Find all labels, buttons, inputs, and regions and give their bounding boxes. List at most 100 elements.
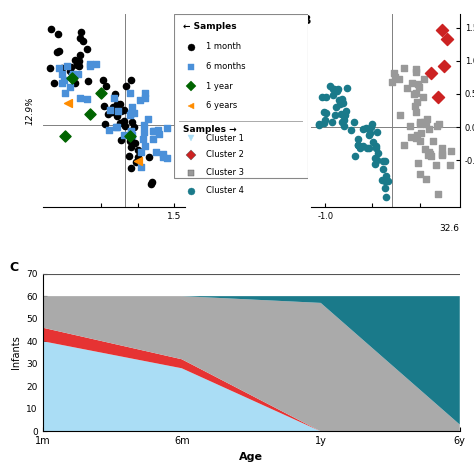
- Point: [140, 121, 147, 129]
- Point: [356, 144, 364, 152]
- Point: [137, 96, 144, 104]
- Point: [338, 95, 346, 102]
- Point: [47, 26, 55, 33]
- Point: [134, 154, 142, 161]
- Point: [374, 149, 382, 156]
- Point: [137, 163, 145, 171]
- Y-axis label: Infants: Infants: [11, 336, 21, 369]
- Point: [422, 120, 430, 128]
- Point: [160, 153, 167, 160]
- Point: [92, 60, 100, 68]
- Text: 12.9%: 12.9%: [26, 96, 35, 125]
- Point: [411, 102, 419, 110]
- Point: [121, 122, 128, 130]
- Point: [117, 136, 125, 144]
- Point: [428, 69, 435, 76]
- Point: [86, 60, 94, 67]
- Point: [107, 106, 114, 114]
- Point: [155, 126, 162, 134]
- Point: [55, 64, 63, 72]
- Point: [101, 120, 109, 128]
- Point: [414, 81, 421, 88]
- Point: [127, 164, 135, 172]
- Point: [331, 111, 339, 119]
- Point: [159, 150, 167, 157]
- Point: [134, 146, 142, 154]
- Point: [58, 64, 65, 72]
- Point: [150, 127, 157, 135]
- Point: [355, 142, 362, 149]
- Point: [425, 125, 432, 133]
- Point: [420, 118, 428, 126]
- Point: [365, 144, 372, 151]
- Point: [113, 112, 121, 120]
- Point: [336, 96, 343, 104]
- Point: [391, 73, 399, 81]
- Point: [326, 82, 334, 90]
- Point: [430, 137, 438, 145]
- Point: [320, 109, 328, 116]
- Point: [382, 184, 389, 192]
- Point: [340, 122, 347, 129]
- Point: [128, 127, 135, 135]
- Point: [110, 94, 118, 102]
- Point: [72, 56, 79, 64]
- Point: [412, 109, 419, 116]
- Point: [416, 170, 424, 178]
- Point: [374, 156, 381, 164]
- Point: [128, 103, 136, 111]
- Point: [337, 100, 344, 108]
- Point: [137, 148, 145, 156]
- Point: [113, 100, 121, 108]
- Point: [79, 37, 86, 45]
- Point: [337, 110, 345, 118]
- Point: [127, 90, 134, 97]
- Point: [61, 77, 68, 84]
- Point: [70, 71, 77, 78]
- Point: [322, 116, 329, 124]
- Point: [64, 100, 72, 107]
- Point: [127, 76, 135, 84]
- Point: [372, 160, 379, 167]
- Point: [340, 112, 348, 119]
- Point: [395, 75, 403, 83]
- Point: [58, 70, 66, 78]
- Point: [344, 84, 351, 91]
- Point: [145, 153, 153, 161]
- Point: [414, 98, 421, 105]
- Point: [423, 175, 430, 183]
- Point: [434, 93, 441, 100]
- Point: [339, 100, 347, 107]
- Point: [347, 127, 355, 134]
- Point: [329, 85, 337, 92]
- Point: [83, 46, 91, 53]
- Point: [373, 128, 381, 136]
- Point: [116, 100, 124, 108]
- Point: [77, 28, 85, 36]
- Point: [342, 107, 349, 115]
- Point: [378, 176, 385, 184]
- FancyBboxPatch shape: [174, 14, 308, 178]
- Point: [320, 119, 328, 127]
- Point: [412, 90, 419, 97]
- Point: [120, 117, 128, 125]
- Point: [128, 135, 135, 142]
- Point: [152, 148, 160, 155]
- Point: [147, 180, 155, 188]
- Point: [110, 106, 118, 113]
- Point: [76, 35, 84, 42]
- Point: [335, 85, 342, 93]
- Point: [383, 172, 390, 179]
- Point: [407, 133, 415, 141]
- Point: [328, 118, 336, 126]
- Text: 6 years: 6 years: [206, 101, 237, 110]
- Point: [315, 120, 323, 128]
- Point: [77, 51, 84, 59]
- Point: [86, 110, 94, 118]
- Point: [109, 103, 117, 111]
- Point: [410, 90, 418, 98]
- Point: [315, 121, 323, 129]
- Point: [356, 143, 364, 151]
- Point: [438, 151, 446, 158]
- Point: [355, 135, 362, 143]
